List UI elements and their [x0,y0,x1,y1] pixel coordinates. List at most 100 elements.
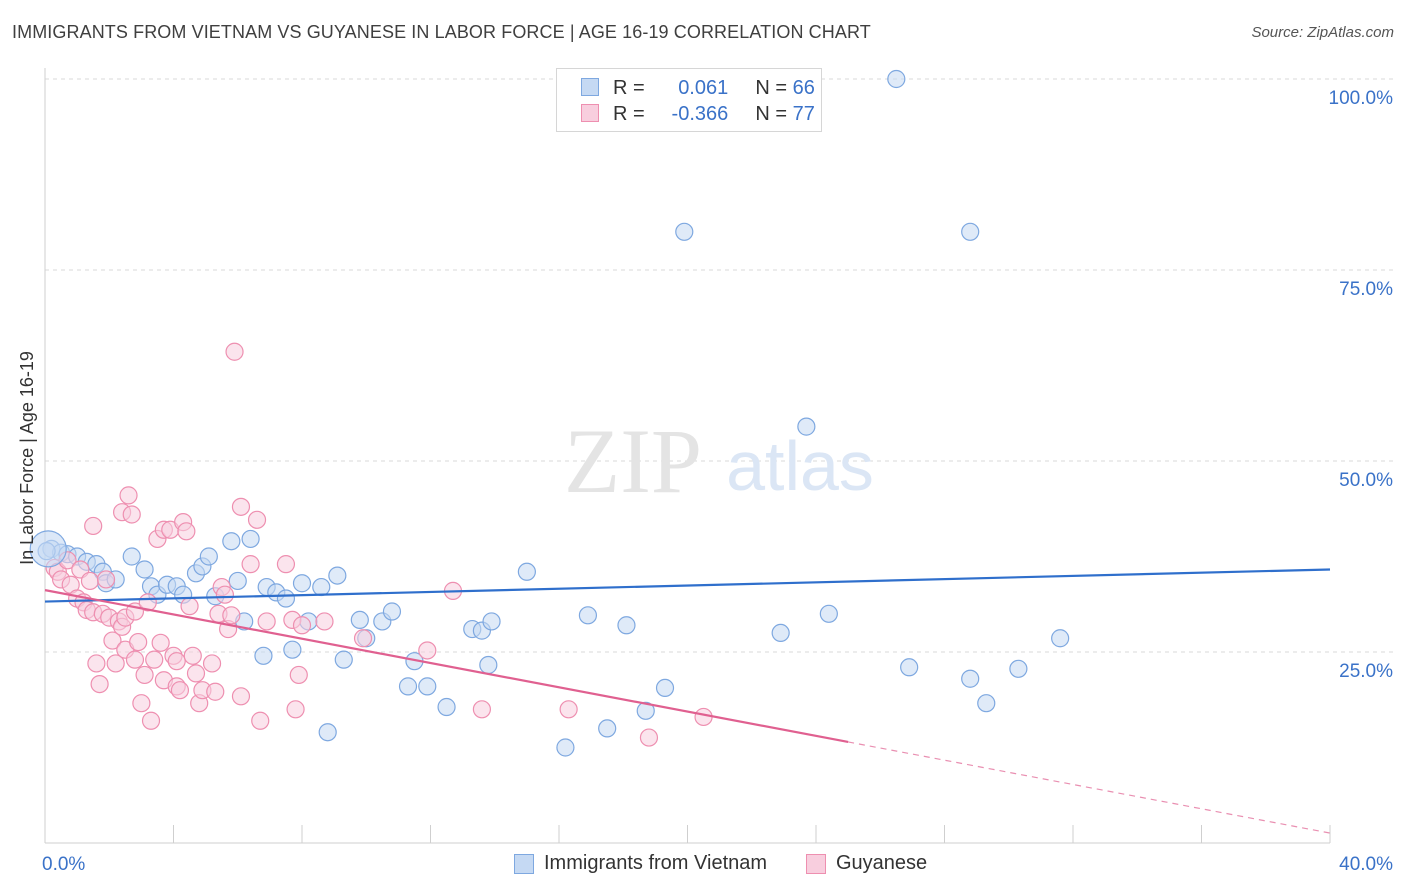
legend-r-label: R = [613,102,645,125]
guyanese-point [559,700,578,719]
legend-row-vietnam: R = 0.061 N = 66 [581,76,815,100]
legend-n-value: 66 [792,76,815,99]
watermark: ZIP atlas [564,410,874,512]
vietnam-point [556,738,575,757]
vietnam-point [135,560,154,579]
guyanese-point [247,510,267,529]
vietnam-point [398,677,418,696]
legend-r-label: R = [613,76,645,99]
guyanese-point [215,585,234,604]
vietnam-point [318,723,337,742]
vietnam-point [578,606,598,625]
vietnam-point [517,562,536,581]
guyanese-point [135,665,154,685]
guyanese-point [84,516,103,536]
vietnam-point [350,610,369,630]
guyanese-point [167,652,186,671]
guyanese-point [180,597,199,616]
trend-lines [44,568,1331,834]
guyanese-point [202,654,222,673]
guyanese-point [289,665,308,685]
guyanese-point [129,632,148,652]
guyanese-point [315,612,334,631]
vietnam-point [617,616,636,635]
vietnam-point [1051,629,1070,648]
guyanese-point [186,664,206,683]
x-tick-label: 0.0% [42,854,85,875]
legend-swatch-blue [514,853,534,874]
guyanese-point [286,700,305,719]
legend-n-label: N = [755,76,788,99]
y-tick-label: 75.0% [1339,279,1393,300]
watermark-atlas: atlas [726,427,874,505]
guyanese-point [472,700,491,719]
vietnam-point [900,658,919,677]
guyanese-point [90,674,109,694]
x-tick-label: 40.0% [1339,854,1393,875]
vietnam-point [382,602,402,621]
vietnam-point [222,532,241,551]
vietnam-point [797,417,816,436]
bottom-legend-guyanese[interactable]: Guyanese [806,852,927,875]
legend-label-guyanese: Guyanese [836,852,928,874]
guyanese-point [183,646,202,665]
guyanese-point [639,728,659,747]
guyanese-point [241,555,260,574]
guyanese-point [132,694,151,713]
legend-swatch-pink [806,853,826,874]
guyanese-point [119,486,138,505]
guyanese-point [96,570,116,589]
vietnam-point [675,222,694,241]
guyanese-point [145,650,164,669]
vietnam-point [961,669,980,688]
guyanese-point [257,612,276,631]
guyanese-point [206,682,225,701]
guyanese-point [177,522,196,541]
axis-labels: 100.0% 75.0% 50.0% 25.0% 0.0% 40.0% In Labor F… [17,88,1393,875]
vietnam-point [482,612,501,631]
y-tick-label: 50.0% [1339,470,1393,491]
guyanese-point [122,505,141,524]
trend-line-vietnam [44,568,1331,603]
bottom-legend-vietnam[interactable]: Immigrants from Vietnam [514,852,767,875]
y-tick-label: 100.0% [1329,88,1394,109]
vietnam-point [292,574,312,593]
vietnam-point [819,604,838,623]
source-label: Source: ZipAtlas.com [1251,24,1394,41]
vietnam-point [199,547,218,566]
guyanese-point [87,654,106,673]
legend-r-value: -0.366 [671,102,729,125]
guyanese-point [125,650,145,669]
vietnam-point [655,678,675,698]
vietnam-point [437,697,456,717]
stats-legend: R = 0.061 N = 66 R = -0.366 N = 77 [556,68,822,132]
vietnam-point [254,646,273,665]
vietnam-point [961,222,980,241]
y-tick-label: 25.0% [1339,661,1393,682]
vietnam-point [598,719,617,738]
vietnam-point [418,677,437,696]
guyanese-point [292,616,312,635]
guyanese-point [231,497,251,516]
trend-line-guyanese [44,589,849,744]
vietnam-point [771,623,790,643]
trend-line-guyanese-extension [848,741,1331,834]
guyanese-point [231,687,251,706]
vietnam-point [241,529,260,549]
guyanese-point [222,606,241,625]
guyanese-point [694,707,713,727]
guyanese-point [106,654,125,673]
vietnam-point [334,650,353,669]
guyanese-point [251,711,270,730]
legend-n-label: N = [755,102,788,125]
vietnam-point [887,69,906,89]
vietnam-point [479,655,498,675]
guyanese-point [141,711,161,730]
guyanese-point [80,571,100,591]
guyanese-point [151,633,170,652]
legend-swatch-pink [581,104,599,122]
vietnam-point [636,701,655,720]
y-axis-label: In Labor Force | Age 16-19 [17,351,37,565]
legend-row-guyanese: R = -0.366 N = 77 [581,102,815,126]
